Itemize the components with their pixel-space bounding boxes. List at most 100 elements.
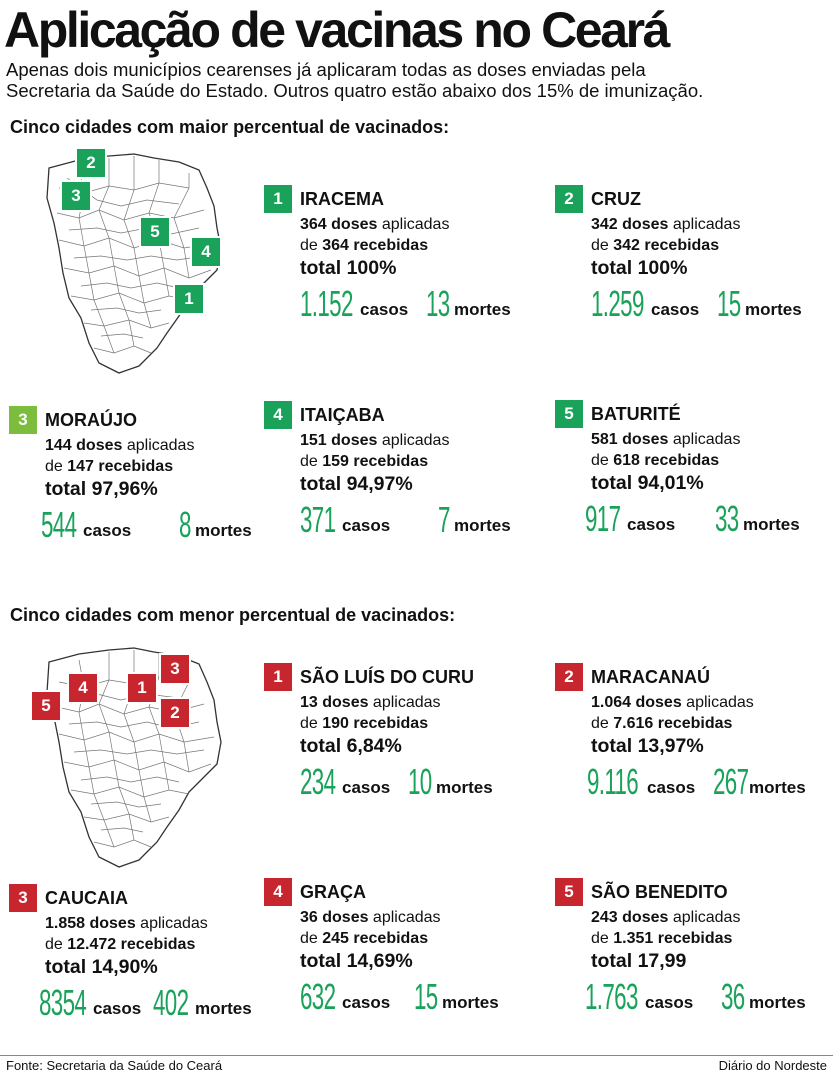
page-title: Aplicação de vacinas no Ceará <box>4 2 670 58</box>
cases-label: casos <box>83 521 132 540</box>
cases-count: 371 <box>300 499 336 540</box>
received-count: 159 recebidas <box>322 453 429 470</box>
received-prefix: de <box>300 715 323 732</box>
deaths-count: 402 <box>153 982 189 1023</box>
applied-suffix: aplicadas <box>668 216 741 233</box>
applied-suffix: aplicadas <box>368 909 441 926</box>
deaths-label: mortes <box>749 778 806 797</box>
cases-label: casos <box>645 993 694 1012</box>
applied-doses: 1.064 doses aplicadas <box>591 692 805 713</box>
applied-count: 13 doses <box>300 694 369 711</box>
total-percent: total 14,90% <box>45 956 158 978</box>
received-doses: de 342 recebidas <box>591 235 805 256</box>
received-count: 342 recebidas <box>613 237 720 254</box>
total-percent: total 13,97% <box>591 735 704 757</box>
applied-count: 581 doses <box>591 431 669 448</box>
received-doses: de 190 recebidas <box>300 713 514 734</box>
applied-doses: 151 doses aplicadas <box>300 430 514 451</box>
map-marker-itaicaba: 4 <box>190 236 222 268</box>
city-card-iracema: 1 IRACEMA 364 doses aplicadas de 364 rece… <box>264 184 514 322</box>
rank-badge: 3 <box>9 884 37 912</box>
city-card-graca: 4 GRAÇA 36 doses aplicadas de 245 recebid… <box>264 877 514 1015</box>
map-marker-sao-benedito: 5 <box>30 690 62 722</box>
footer-credit: Diário do Nordeste <box>718 1058 827 1073</box>
deaths-count: 15 <box>414 976 438 1017</box>
received-prefix: de <box>45 458 68 475</box>
cases-count: 1.259 <box>591 283 644 324</box>
cases-count: 1.763 <box>585 976 638 1017</box>
received-doses: de 618 recebidas <box>591 450 805 471</box>
cases-label: casos <box>342 993 391 1012</box>
received-doses: de 147 recebidas <box>45 456 259 477</box>
received-prefix: de <box>591 237 614 254</box>
deaths-label: mortes <box>743 515 800 534</box>
applied-doses: 13 doses aplicadas <box>300 692 514 713</box>
received-count: 7.616 recebidas <box>613 715 733 732</box>
cases-label: casos <box>93 999 142 1018</box>
cases-count: 544 <box>41 504 77 545</box>
deaths-count: 8 <box>179 504 191 545</box>
applied-count: 1.858 doses <box>45 915 136 932</box>
map-marker-graca: 3 <box>159 653 191 685</box>
deaths-label: mortes <box>454 300 511 319</box>
map-marker-caucaia: 4 <box>67 672 99 704</box>
cases-label: casos <box>647 778 696 797</box>
received-prefix: de <box>300 453 323 470</box>
received-prefix: de <box>591 452 614 469</box>
received-count: 618 recebidas <box>613 452 720 469</box>
deaths-label: mortes <box>749 993 806 1012</box>
received-prefix: de <box>300 930 323 947</box>
rank-badge: 5 <box>555 400 583 428</box>
city-name: BATURITÉ <box>591 403 681 424</box>
rank-badge: 5 <box>555 878 583 906</box>
applied-suffix: aplicadas <box>368 694 441 711</box>
received-prefix: de <box>591 930 614 947</box>
cases-count: 234 <box>300 761 336 802</box>
deaths-count: 15 <box>717 283 741 324</box>
deaths-label: mortes <box>195 521 252 540</box>
applied-suffix: aplicadas <box>135 915 208 932</box>
received-prefix: de <box>45 936 68 953</box>
rank-badge: 4 <box>264 401 292 429</box>
deaths-label: mortes <box>442 993 499 1012</box>
deaths-count: 13 <box>426 283 450 324</box>
rank-badge: 1 <box>264 185 292 213</box>
map-marker-cruz: 2 <box>75 147 107 179</box>
applied-count: 36 doses <box>300 909 369 926</box>
city-name: SÃO LUÍS DO CURU <box>300 666 475 687</box>
total-percent: total 14,69% <box>300 950 413 972</box>
received-count: 147 recebidas <box>67 458 174 475</box>
total-percent: total 94,01% <box>591 472 704 494</box>
total-percent: total 97,96% <box>45 478 158 500</box>
city-card-moraujo: 3 MORAÚJO 144 doses aplicadas de 147 rece… <box>9 405 259 543</box>
city-name: GRAÇA <box>300 881 366 902</box>
applied-doses: 36 doses aplicadas <box>300 907 514 928</box>
total-percent: total 100% <box>300 257 397 279</box>
city-card-baturite: 5 BATURITÉ 581 doses aplicadas de 618 rec… <box>555 399 805 537</box>
city-name: CAUCAIA <box>45 887 128 908</box>
city-name: MARACANAÚ <box>591 666 710 687</box>
deaths-count: 33 <box>715 498 739 539</box>
subtitle-line-1: Apenas dois municípios cearenses já apli… <box>6 59 646 80</box>
deaths-label: mortes <box>454 516 511 535</box>
section-heading-top: Cinco cidades com maior percentual de va… <box>10 117 450 137</box>
received-prefix: de <box>591 715 614 732</box>
received-prefix: de <box>300 237 323 254</box>
applied-count: 151 doses <box>300 432 378 449</box>
rank-badge: 1 <box>264 663 292 691</box>
applied-doses: 243 doses aplicadas <box>591 907 805 928</box>
received-doses: de 7.616 recebidas <box>591 713 805 734</box>
map-marker-moraujo: 3 <box>60 180 92 212</box>
received-count: 364 recebidas <box>322 237 429 254</box>
received-doses: de 364 recebidas <box>300 235 514 256</box>
footer-divider <box>0 1055 833 1056</box>
cases-count: 9.116 <box>587 761 639 802</box>
total-percent: total 94,97% <box>300 473 413 495</box>
applied-doses: 364 doses aplicadas <box>300 214 514 235</box>
deaths-label: mortes <box>436 778 493 797</box>
deaths-count: 267 <box>713 761 749 802</box>
deaths-label: mortes <box>745 300 802 319</box>
city-card-sao-benedito: 5 SÃO BENEDITO 243 doses aplicadas de 1.3… <box>555 877 806 1017</box>
applied-doses: 581 doses aplicadas <box>591 429 805 450</box>
city-card-maracanau: 2 MARACANAÚ 1.064 doses aplicadas de 7.61… <box>555 662 806 802</box>
